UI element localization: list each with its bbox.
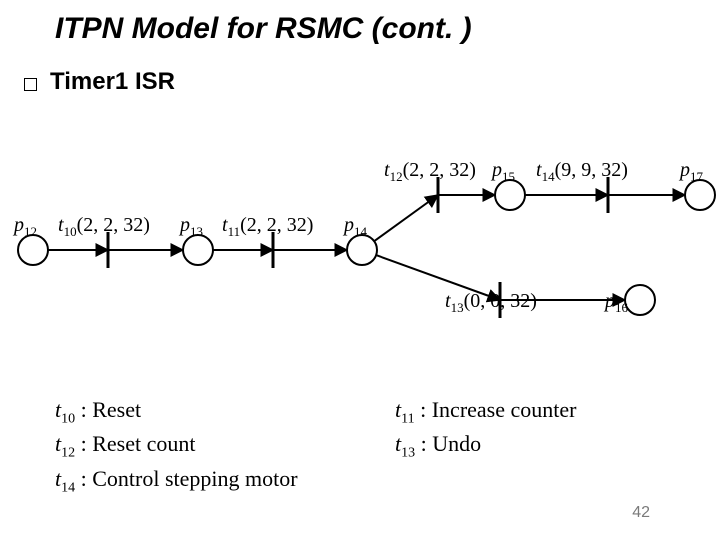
page-number: 42: [632, 504, 650, 522]
label-p17: p17: [680, 159, 703, 185]
label-t10: t10(2, 2, 32): [58, 214, 150, 240]
label-t12: t12(2, 2, 32): [384, 159, 476, 185]
label-t14: t14(9, 9, 32): [536, 159, 628, 185]
label-p13: p13: [180, 214, 203, 240]
slide: ITPN Model for RSMC (cont. ) Timer1 ISR …: [0, 0, 720, 540]
legend-left: t10 : Resett12 : Reset countt14 : Contro…: [55, 395, 298, 498]
label-p14: p14: [344, 214, 367, 240]
label-t11: t11(2, 2, 32): [222, 214, 313, 240]
label-p12: p12: [14, 214, 37, 240]
legend-line: t10 : Reset: [55, 395, 298, 429]
legend-right: t11 : Increase countert13 : Undo: [395, 395, 576, 464]
label-p15: p15: [492, 159, 515, 185]
legend-line: t11 : Increase counter: [395, 395, 576, 429]
legend-line: t14 : Control stepping motor: [55, 464, 298, 498]
legend-line: t12 : Reset count: [55, 429, 298, 463]
legend-line: t13 : Undo: [395, 429, 576, 463]
label-t13: t13(0, 0, 32): [445, 290, 537, 316]
label-p16: p16: [605, 290, 628, 316]
